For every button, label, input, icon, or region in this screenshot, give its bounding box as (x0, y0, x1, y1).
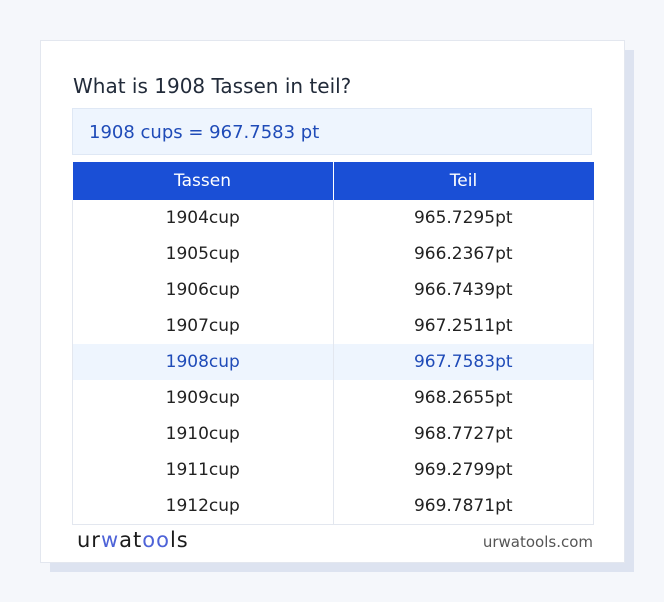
tassen-cell: 1910cup (72, 416, 334, 452)
teil-cell: 969.2799pt (332, 452, 594, 488)
column-header-tassen: Tassen (72, 162, 334, 200)
teil-cell: 965.7295pt (332, 200, 594, 236)
teil-cell: 967.2511pt (332, 308, 594, 344)
table-row: 1907cup 967.2511pt (72, 308, 594, 344)
page-title: What is 1908 Tassen in teil? (73, 74, 352, 98)
teil-cell: 967.7583pt (332, 344, 594, 380)
tassen-cell: 1908cup (72, 344, 334, 380)
table-row: 1909cup 968.2655pt (72, 380, 594, 416)
tassen-cell: 1904cup (72, 200, 334, 236)
column-header-teil: Teil (333, 162, 594, 200)
table-row: 1906cup 966.7439pt (72, 272, 594, 308)
table-row: 1911cup 969.2799pt (72, 452, 594, 488)
table-row: 1904cup 965.7295pt (72, 200, 594, 236)
teil-cell: 966.7439pt (332, 272, 594, 308)
teil-cell: 966.2367pt (332, 236, 594, 272)
table-row: 1912cup 969.7871pt (72, 488, 594, 525)
table-row: 1908cup 967.7583pt (72, 344, 594, 380)
tassen-cell: 1905cup (72, 236, 334, 272)
teil-cell: 969.7871pt (332, 488, 594, 525)
converter-card: What is 1908 Tassen in teil? 1908 cups =… (40, 40, 625, 563)
conversion-result: 1908 cups = 967.7583 pt (72, 108, 592, 155)
table-row: 1905cup 966.2367pt (72, 236, 594, 272)
tassen-cell: 1912cup (72, 488, 334, 525)
tassen-cell: 1907cup (72, 308, 334, 344)
table-row: 1910cup 968.7727pt (72, 416, 594, 452)
conversion-table: Tassen Teil 1904cup 965.7295pt 1905cup 966.… (72, 162, 594, 525)
urwatools-logo[interactable]: urwatools (77, 528, 189, 552)
tassen-cell: 1906cup (72, 272, 334, 308)
teil-cell: 968.2655pt (332, 380, 594, 416)
tassen-cell: 1911cup (72, 452, 334, 488)
teil-cell: 968.7727pt (332, 416, 594, 452)
site-link[interactable]: urwatools.com (482, 533, 593, 551)
tassen-cell: 1909cup (72, 380, 334, 416)
